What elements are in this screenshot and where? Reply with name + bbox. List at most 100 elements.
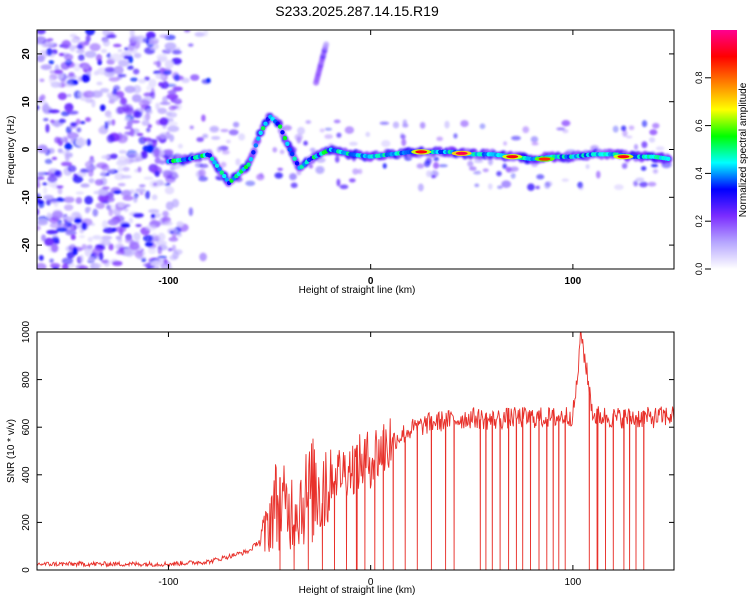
band-blob bbox=[365, 131, 371, 138]
track-peak bbox=[455, 151, 468, 155]
noise-blob bbox=[149, 38, 158, 46]
band-blob bbox=[196, 137, 204, 143]
noise-blob bbox=[169, 134, 174, 143]
snr-series-line bbox=[37, 332, 674, 570]
noise-blob bbox=[117, 155, 129, 164]
noise-blob bbox=[73, 62, 81, 72]
noise-blob bbox=[153, 148, 160, 158]
noise-blob bbox=[129, 241, 140, 251]
noise-blob bbox=[161, 154, 167, 159]
noise-blob bbox=[124, 47, 129, 51]
band-blob bbox=[279, 149, 285, 155]
noise-blob bbox=[106, 52, 112, 59]
band-blob bbox=[198, 176, 208, 182]
noise-blob bbox=[126, 120, 133, 127]
noise-blob bbox=[172, 86, 183, 92]
band-blob bbox=[625, 135, 633, 139]
band-blob bbox=[522, 126, 530, 134]
noise-blob bbox=[138, 99, 150, 108]
noise-blob bbox=[131, 94, 142, 103]
noise-blob bbox=[46, 229, 59, 235]
noise-blob bbox=[121, 175, 132, 179]
noise-blob bbox=[58, 52, 65, 57]
noise-blob bbox=[122, 166, 130, 172]
band-blob bbox=[649, 129, 658, 136]
noise-blob bbox=[132, 68, 140, 75]
noise-blob bbox=[167, 125, 180, 133]
noise-blob bbox=[74, 44, 81, 49]
noise-blob bbox=[84, 195, 94, 205]
noise-blob bbox=[194, 31, 206, 37]
noise-blob bbox=[46, 48, 53, 56]
band-blob bbox=[202, 133, 209, 139]
figure-title: S233.2025.287.14.15.R19 bbox=[275, 3, 439, 19]
noise-blob bbox=[220, 128, 229, 133]
track-core bbox=[207, 153, 212, 158]
band-blob bbox=[433, 156, 439, 162]
noise-blob bbox=[37, 144, 48, 154]
spectrogram-y-label: Frequency (Hz) bbox=[6, 116, 17, 185]
band-blob bbox=[392, 121, 400, 129]
noise-blob bbox=[139, 191, 144, 195]
colorbar-tick-label: 0.4 bbox=[694, 167, 704, 180]
noise-blob bbox=[47, 175, 58, 183]
band-blob bbox=[530, 136, 539, 143]
noise-blob bbox=[95, 202, 105, 209]
noise-blob bbox=[59, 223, 69, 227]
noise-blob bbox=[97, 193, 110, 203]
spectrogram-marks bbox=[37, 30, 673, 269]
track-core bbox=[212, 160, 217, 165]
noise-blob bbox=[134, 250, 144, 259]
colorbar-strip bbox=[711, 30, 737, 269]
noise-blob bbox=[92, 208, 99, 217]
noise-blob bbox=[132, 212, 144, 218]
noise-blob bbox=[80, 183, 90, 188]
band-blob bbox=[319, 128, 325, 133]
band-blob bbox=[562, 129, 569, 134]
noise-blob bbox=[155, 73, 166, 80]
noise-blob bbox=[58, 118, 66, 124]
noise-blob bbox=[72, 247, 78, 256]
noise-blob bbox=[117, 59, 130, 67]
noise-blob bbox=[61, 257, 74, 265]
noise-blob bbox=[37, 36, 47, 45]
noise-blob bbox=[110, 53, 122, 62]
noise-blob bbox=[88, 158, 95, 164]
noise-blob bbox=[48, 60, 55, 65]
noise-blob bbox=[145, 190, 151, 200]
band-blob bbox=[235, 158, 241, 166]
noise-blob bbox=[87, 236, 93, 243]
noise-blob bbox=[89, 43, 101, 52]
track-core bbox=[294, 161, 300, 166]
noise-blob bbox=[102, 30, 110, 37]
snr-y-label: SNR (10 * v/v) bbox=[6, 419, 17, 483]
band-blob bbox=[635, 177, 645, 182]
track-core bbox=[292, 156, 297, 161]
band-blob bbox=[294, 133, 304, 141]
noise-blob bbox=[67, 165, 77, 173]
noise-blob bbox=[129, 128, 135, 137]
noise-blob bbox=[101, 239, 111, 246]
band-blob bbox=[482, 168, 489, 173]
band-blob bbox=[334, 156, 340, 163]
noise-blob bbox=[102, 39, 111, 47]
noise-blob bbox=[57, 92, 68, 101]
noise-blob bbox=[66, 110, 79, 115]
noise-blob bbox=[129, 30, 135, 37]
track-core bbox=[260, 126, 266, 131]
noise-blob bbox=[57, 219, 63, 225]
track-peak bbox=[506, 155, 519, 159]
noise-blob bbox=[98, 252, 104, 261]
noise-blob bbox=[64, 142, 72, 150]
noise-blob bbox=[54, 170, 62, 177]
band-blob bbox=[474, 183, 480, 188]
noise-blob bbox=[164, 149, 174, 156]
band-blob bbox=[651, 163, 659, 168]
noise-blob bbox=[45, 41, 55, 46]
noise-blob bbox=[59, 137, 66, 141]
noise-blob bbox=[48, 77, 53, 84]
colorbar-tick-label: 0.8 bbox=[694, 72, 704, 85]
noise-blob bbox=[154, 170, 160, 177]
band-blob bbox=[216, 146, 222, 153]
